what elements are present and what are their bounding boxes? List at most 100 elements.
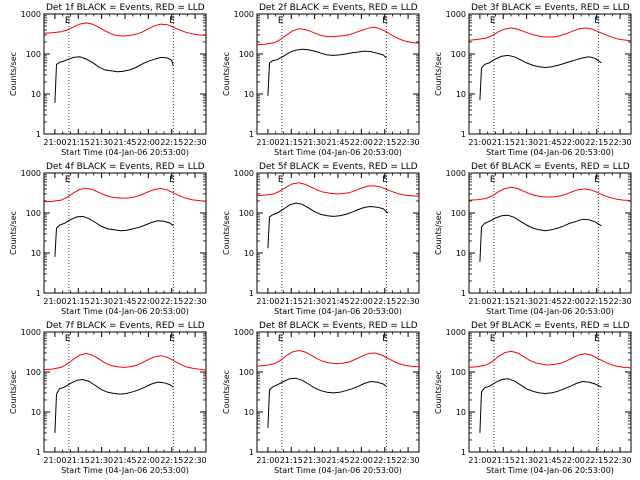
panel-5: Det 5f BLACK = Events, RED = LLD 1 10 100 10…: [222, 162, 420, 316]
y-tick-label: 1000: [234, 10, 254, 19]
x-tick-label: 21:00: [468, 456, 491, 465]
y-tick-label: 1000: [446, 10, 466, 19]
marker-label: E: [65, 334, 71, 344]
x-tick-label: 22:00: [562, 138, 585, 147]
y-tick-label: 1: [36, 448, 41, 457]
x-tick-label: 22:15: [585, 456, 608, 465]
x-tick-label: 21:15: [280, 297, 303, 306]
x-tick-label: 21:00: [43, 456, 66, 465]
y-tick-label: 100: [451, 368, 466, 377]
marker-label: E: [278, 334, 284, 344]
plot-frame: [468, 331, 632, 453]
panel-title: Det 9f BLACK = Events, RED = LLD: [471, 321, 630, 331]
y-tick-label: 10: [456, 90, 466, 99]
marker-label: E: [382, 334, 388, 344]
x-tick-label: 21:15: [67, 297, 90, 306]
panel-title: Det 8f BLACK = Events, RED = LLD: [259, 321, 418, 331]
y-axis-label: Counts/sec: [434, 370, 443, 414]
y-tick-label: 1000: [21, 10, 41, 19]
y-tick-label: 1: [36, 289, 41, 298]
x-tick-label: 22:15: [160, 456, 183, 465]
x-tick-label: 21:30: [515, 297, 538, 306]
x-axis-label: Start Time (04-Jan-06 20:53:00): [61, 307, 189, 316]
y-tick-label: 10: [31, 408, 41, 417]
panel-2: Det 2f BLACK = Events, RED = LLD 1 10 100 10…: [222, 3, 420, 157]
x-tick-label: 21:00: [468, 138, 491, 147]
x-tick-label: 21:00: [468, 297, 491, 306]
marker-label: E: [382, 16, 388, 26]
x-tick-label: 21:30: [515, 456, 538, 465]
panel-1: Det 1f BLACK = Events, RED = LLD 1 10 100 10…: [9, 3, 207, 157]
panel-title: Det 5f BLACK = Events, RED = LLD: [259, 162, 418, 172]
y-tick-label: 10: [456, 408, 466, 417]
y-tick-label: 1: [461, 130, 466, 139]
events-series-line: [54, 56, 174, 103]
events-series-line: [267, 48, 387, 96]
x-tick-label: 21:00: [256, 297, 279, 306]
x-tick-label: 22:00: [137, 297, 160, 306]
x-tick-label: 21:30: [515, 138, 538, 147]
x-tick-label: 21:00: [256, 138, 279, 147]
y-axis-label: Counts/sec: [434, 52, 443, 96]
x-tick-label: 22:00: [562, 456, 585, 465]
lld-series-line: [43, 352, 207, 371]
y-tick-label: 10: [31, 249, 41, 258]
x-tick-label: 21:30: [90, 297, 113, 306]
y-axis-label: Counts/sec: [222, 211, 231, 255]
x-tick-label: 22:30: [397, 138, 420, 147]
events-series-line: [479, 214, 602, 262]
y-axis-label: Counts/sec: [434, 211, 443, 255]
x-tick-label: 22:15: [585, 297, 608, 306]
x-tick-label: 21:45: [326, 456, 349, 465]
y-tick-label: 100: [239, 209, 254, 218]
panel-title: Det 3f BLACK = Events, RED = LLD: [471, 3, 630, 13]
x-axis-label: Start Time (04-Jan-06 20:53:00): [274, 307, 402, 316]
x-tick-label: 21:00: [43, 297, 66, 306]
x-tick-label: 21:15: [492, 138, 515, 147]
x-tick-label: 21:45: [538, 297, 561, 306]
lld-series-line: [468, 27, 632, 42]
lld-series-line: [256, 182, 420, 197]
panel-3: Det 3f BLACK = Events, RED = LLD 1 10 100 10…: [434, 3, 632, 157]
plot-frame: [468, 13, 632, 135]
y-tick-label: 10: [31, 90, 41, 99]
panel-4: Det 4f BLACK = Events, RED = LLD 1 10 100 10…: [9, 162, 207, 316]
lld-series-line: [468, 350, 632, 369]
y-tick-label: 100: [451, 209, 466, 218]
x-tick-label: 22:00: [562, 297, 585, 306]
x-axis-label: Start Time (04-Jan-06 20:53:00): [486, 466, 614, 475]
y-tick-label: 1: [461, 448, 466, 457]
plot-frame: [468, 172, 632, 294]
x-tick-label: 21:15: [280, 456, 303, 465]
x-tick-label: 21:15: [492, 297, 515, 306]
y-tick-label: 100: [26, 50, 41, 59]
marker-label: E: [65, 16, 71, 26]
marker-label: E: [490, 16, 496, 26]
x-tick-label: 21:30: [303, 138, 326, 147]
y-tick-label: 100: [239, 368, 254, 377]
x-tick-label: 22:30: [609, 138, 632, 147]
x-tick-label: 21:45: [113, 297, 136, 306]
lld-series-line: [256, 26, 420, 46]
y-tick-label: 1000: [21, 169, 41, 178]
y-tick-label: 100: [451, 50, 466, 59]
x-axis-label: Start Time (04-Jan-06 20:53:00): [274, 148, 402, 157]
x-tick-label: 22:15: [373, 138, 396, 147]
x-tick-label: 21:30: [90, 456, 113, 465]
x-tick-label: 21:45: [326, 297, 349, 306]
x-tick-label: 22:15: [373, 456, 396, 465]
y-tick-label: 100: [26, 368, 41, 377]
x-tick-label: 22:30: [609, 456, 632, 465]
lld-series-line: [43, 187, 207, 203]
y-tick-label: 1000: [21, 328, 41, 337]
x-axis-label: Start Time (04-Jan-06 20:53:00): [61, 148, 189, 157]
x-tick-label: 21:30: [303, 456, 326, 465]
marker-label: E: [169, 175, 175, 185]
x-tick-label: 21:30: [303, 297, 326, 306]
y-tick-label: 10: [244, 408, 254, 417]
plot-frame: [43, 172, 207, 294]
marker-label: E: [382, 175, 388, 185]
x-axis-label: Start Time (04-Jan-06 20:53:00): [486, 307, 614, 316]
x-tick-label: 21:45: [326, 138, 349, 147]
x-tick-label: 22:00: [350, 456, 373, 465]
